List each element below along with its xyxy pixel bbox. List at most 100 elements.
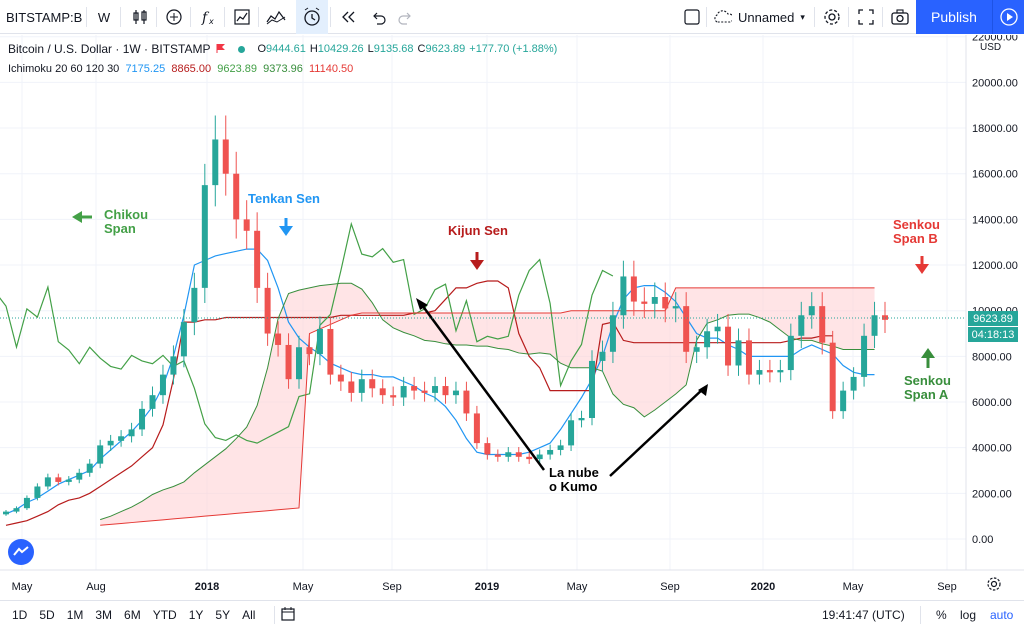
range-button-5y[interactable]: 5Y [215,608,231,622]
clock-label: 19:41:47 (UTC) [822,608,905,622]
last-price-value: 9623.89 [973,312,1013,325]
settings-button[interactable] [818,0,846,34]
candle-body [3,511,9,515]
price-axis[interactable]: 22000.00 20000.00 18000.00 16000.00 14000.00… [972,35,1018,546]
candle-body [578,418,585,421]
compare-symbols-button[interactable] [262,0,290,34]
candle-body [515,452,522,457]
candle-body [118,436,125,441]
goto-date-button[interactable] [280,601,296,629]
chikou-value: 9623.89 [217,63,257,75]
candle-body [473,413,480,444]
chikou-annotation: Chikou Span [104,208,148,236]
range-button-6m[interactable]: 6M [124,608,141,622]
currency-label: USD [980,42,1002,53]
senkou-b-line2: Span B [893,231,938,246]
clock-button[interactable]: 19:41:47 (UTC) [822,601,905,629]
redo-button[interactable] [392,0,420,34]
divider [224,7,225,27]
tradingview-logo[interactable] [8,539,34,565]
candle-body [662,297,669,309]
log-toggle[interactable]: log [960,601,976,629]
auto-toggle[interactable]: auto [990,601,1013,629]
low-value: 9135.68 [373,43,414,55]
high-value: 10429.26 [317,43,364,55]
candle-body [86,463,93,473]
divider [706,7,707,27]
candle-body [400,386,407,398]
candle-body [201,185,208,288]
candle-body [735,340,742,366]
percent-toggle[interactable]: % [936,601,947,629]
fullscreen-button[interactable] [852,0,880,34]
divider [814,7,815,27]
candle-body [379,388,386,396]
time-tick-label: Sep [937,581,957,593]
price-tick-label: 22000.00 [972,35,1018,44]
kumo-line2: o Kumo [549,479,598,494]
time-tick-label: May [12,581,33,593]
candle-body [243,219,250,231]
range-button-1y[interactable]: 1Y [188,608,204,622]
tenkan-value: 7175.25 [125,63,166,75]
time-tick-label: May [843,581,864,593]
price-axis-bg [966,35,1024,570]
alert-button[interactable] [296,0,328,34]
time-axis-settings[interactable] [986,576,1002,597]
indicator-legend[interactable]: Ichimoku 20 60 120 30 7175.25 8865.00 96… [8,63,353,75]
divider [156,7,157,27]
candle-body [808,306,815,316]
candle-body [609,315,616,352]
play-button[interactable] [992,0,1024,34]
close-value: 9623.89 [425,43,466,55]
senkou-a-annotation: Senkou Span A [904,374,951,402]
candle-body [212,139,219,186]
price-chart[interactable]: 22000.00 20000.00 18000.00 16000.00 14000.00… [0,35,1024,603]
range-button-1m[interactable]: 1M [66,608,84,622]
candle-body [526,456,533,460]
svg-text:f: f [201,10,210,26]
replay-icon [338,7,358,27]
publish-button[interactable]: Publish [916,0,992,34]
symbol-search[interactable]: BITSTAMP:B [6,0,84,34]
senkou-a-line1: Senkou [904,373,951,388]
senkou-a-line [100,282,875,521]
play-icon [999,7,1019,27]
range-button-ytd[interactable]: YTD [152,608,177,622]
main-legend: Bitcoin / U.S. Dollar · 1W · BITSTAMP O9… [8,42,557,56]
candle-body [672,306,679,309]
kumo-arrowhead-left [416,298,428,310]
indicator-name: Ichimoku 20 60 120 30 [8,63,120,75]
undo-button[interactable] [364,0,392,34]
divider [882,7,883,27]
price-tick-label: 0.00 [972,534,993,546]
logo-icon [13,543,29,561]
compare-button[interactable] [160,0,188,34]
chart-type-button[interactable] [126,0,154,34]
candle-body [494,454,501,457]
auto-label: auto [990,608,1014,622]
interval-button[interactable]: W [90,0,118,34]
candle-body [411,386,418,391]
replay-button[interactable] [334,0,362,34]
candle-body [55,477,62,482]
templates-button[interactable] [228,0,256,34]
range-button-all[interactable]: All [242,608,256,622]
candle-body [316,328,323,355]
range-button-5d[interactable]: 5D [39,608,55,622]
bar-chart-icon [130,7,150,27]
layout-name-button[interactable]: Unnamed ▾ [712,0,810,34]
range-button-1d[interactable]: 1D [12,608,28,622]
time-tick-label: May [567,581,588,593]
flag-icon [216,42,226,56]
senkou-b-line [100,287,875,526]
candle-body [463,390,470,414]
time-axis[interactable]: May Aug 2018 May Sep 2019 May Sep 2020 May Sep [12,581,957,593]
layout-button[interactable] [680,0,704,34]
snapshot-button[interactable] [886,0,914,34]
range-button-3m[interactable]: 3M [95,608,113,622]
interval-label: W [97,9,111,25]
candle-body [693,347,700,352]
divider [86,7,87,27]
